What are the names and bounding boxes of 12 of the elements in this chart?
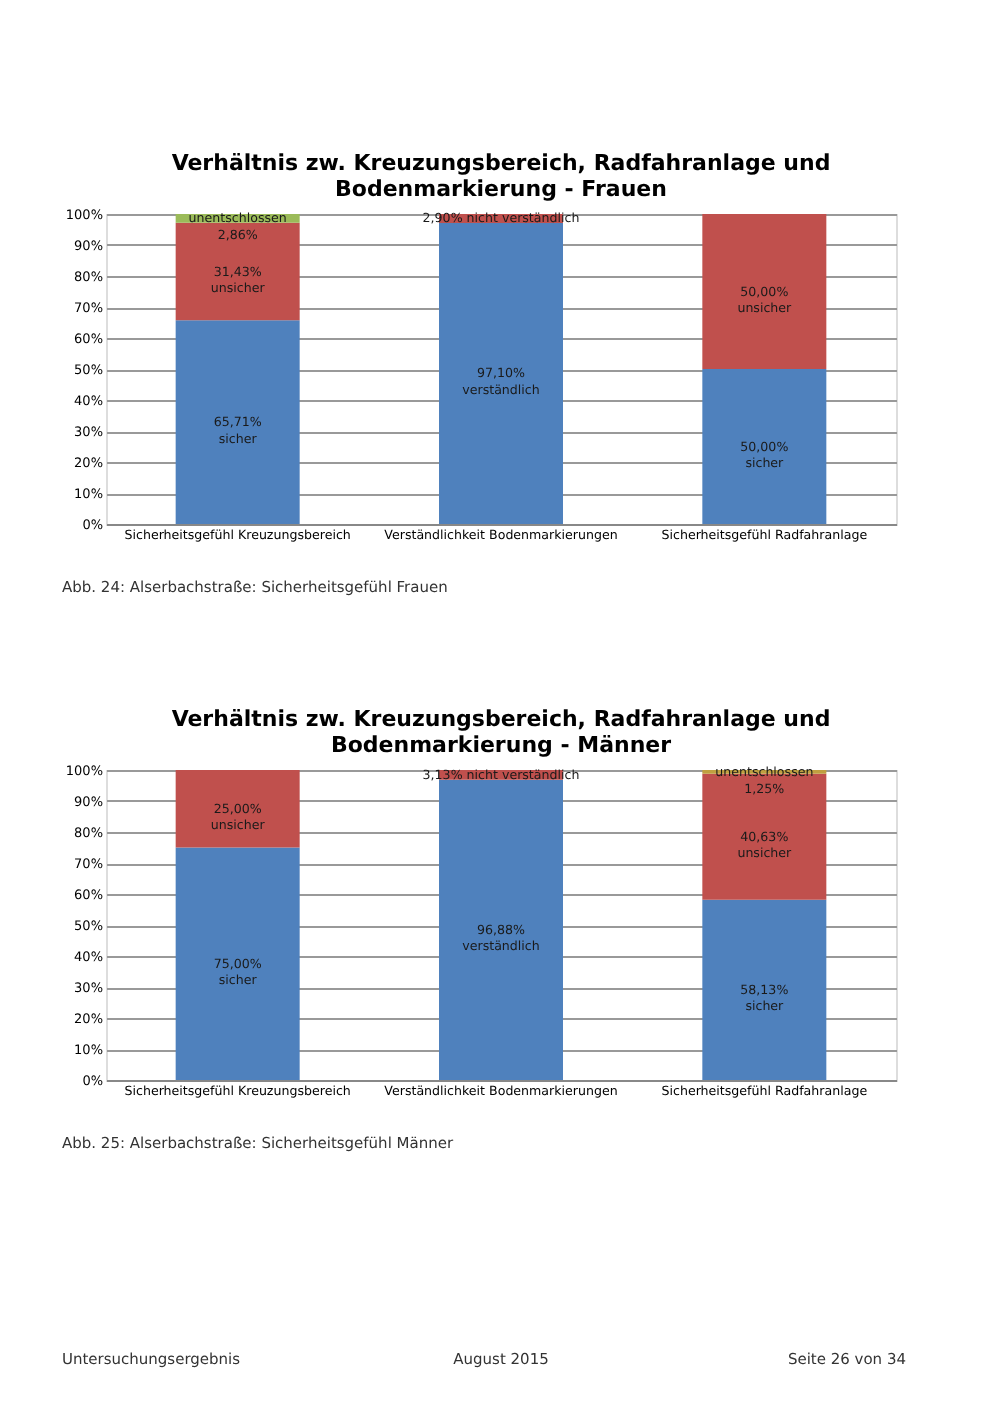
bar	[702, 369, 827, 524]
bar	[175, 320, 300, 524]
chart-title: Verhältnis zw. Kreuzungsbereich, Radfahranlage und Bodenmarkierung - Frauen	[171, 150, 831, 202]
bar	[702, 773, 827, 900]
bar	[175, 222, 300, 321]
bar	[439, 222, 563, 524]
bar	[702, 899, 827, 1080]
bar	[702, 214, 827, 369]
bar	[175, 847, 300, 1080]
bar	[439, 779, 563, 1080]
bar	[175, 770, 300, 848]
chart-title: Verhältnis zw. Kreuzungsbereich, Radfahranlage und Bodenmarkierung - Männer	[171, 706, 831, 758]
